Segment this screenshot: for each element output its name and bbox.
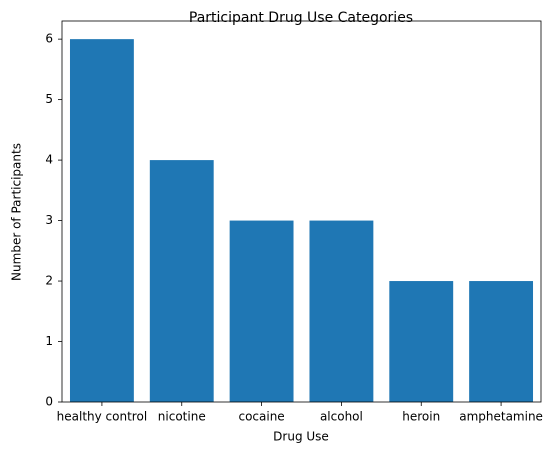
y-tick-label: 6 bbox=[45, 32, 53, 46]
x-tick-label: cocaine bbox=[238, 410, 284, 424]
bar bbox=[469, 281, 534, 402]
y-tick-label: 0 bbox=[45, 395, 53, 409]
x-tick-label: healthy control bbox=[57, 410, 148, 424]
axes-frame bbox=[61, 20, 542, 403]
bar bbox=[69, 39, 134, 403]
bar bbox=[389, 281, 454, 402]
y-tick-label: 4 bbox=[45, 153, 53, 167]
y-tick-label: 1 bbox=[45, 334, 53, 348]
x-tick-label: nicotine bbox=[158, 410, 206, 424]
bar bbox=[149, 160, 214, 402]
x-tick-label: alcohol bbox=[320, 410, 363, 424]
chart-title: Participant Drug Use Categories bbox=[189, 10, 413, 26]
y-axis-label: Number of Participants bbox=[10, 143, 24, 281]
y-tick-label: 2 bbox=[45, 274, 53, 288]
bar bbox=[229, 220, 294, 402]
x-tick-label: heroin bbox=[402, 410, 440, 424]
x-tick-label: amphetamine bbox=[459, 410, 543, 424]
y-tick-label: 3 bbox=[45, 213, 53, 227]
y-tick-label: 5 bbox=[45, 92, 53, 106]
bar bbox=[309, 220, 374, 402]
x-axis-label: Drug Use bbox=[273, 430, 329, 444]
